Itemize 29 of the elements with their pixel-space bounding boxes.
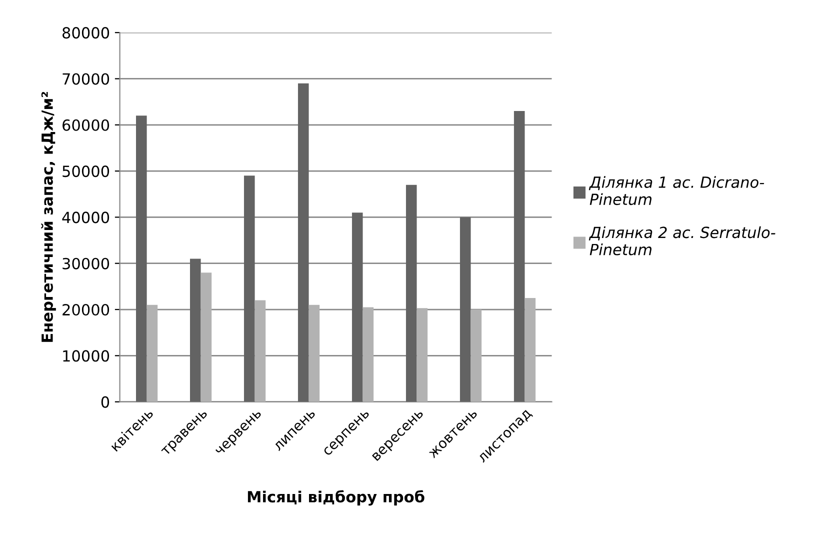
bar [298,83,309,402]
bar [406,184,417,402]
bar [352,212,363,402]
legend-label: Ділянка 2 ас. Serratulo-Pinetum [588,226,776,256]
bar [514,111,525,402]
bar [200,272,212,402]
bar [470,310,482,402]
bar [416,308,428,402]
bar [362,307,374,402]
y-axis-title: Енергетичний запас, кДж/м² [41,92,56,342]
bar [190,258,201,402]
bar [244,176,255,402]
y-tick-label: 40000 [62,212,110,224]
y-tick-label: 30000 [62,258,110,270]
bar [308,304,320,402]
bar [136,116,147,402]
y-tick-label: 70000 [62,73,110,85]
y-tick-label: 60000 [62,119,110,131]
bar [524,298,536,402]
bar [460,217,471,402]
y-tick-label: 0 [101,396,110,408]
y-tick-label: 10000 [63,350,110,362]
bar [254,300,266,402]
y-tick-label: 80000 [62,27,110,39]
y-tick-label: 20000 [62,304,110,316]
x-axis-title: Місяці відбору проб [248,490,424,506]
y-tick-label: 50000 [62,166,110,178]
legend-label: Ділянка 1 ас. Dicrano-Pinetum [588,176,764,206]
bar [146,304,158,402]
